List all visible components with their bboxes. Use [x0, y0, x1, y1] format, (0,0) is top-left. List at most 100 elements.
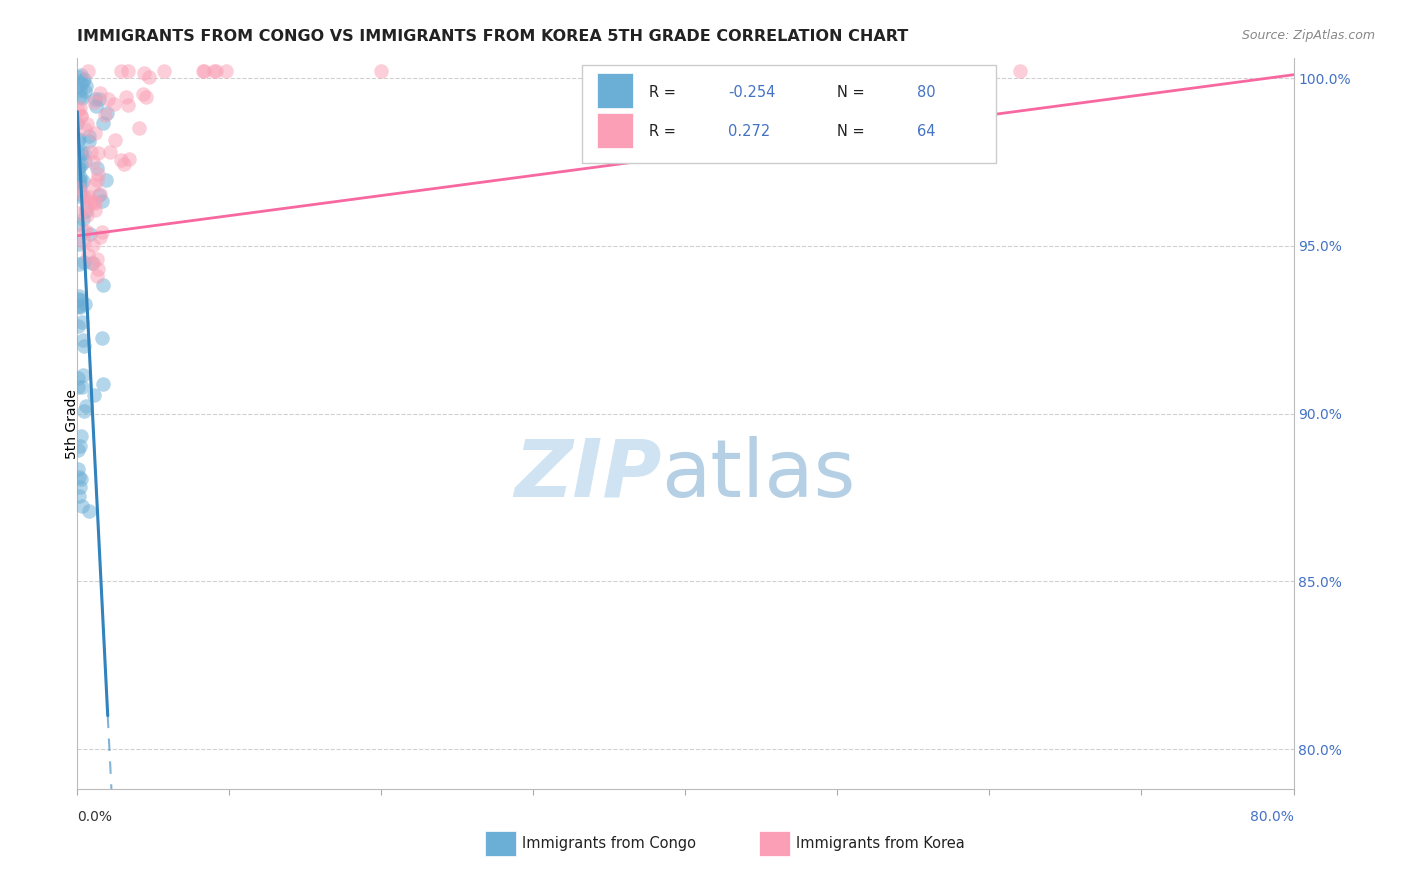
Point — [93, 377, 115, 392]
Point — [93, 277, 115, 292]
Point — [89, 230, 111, 244]
Point — [82, 256, 104, 270]
Text: 80: 80 — [917, 85, 935, 100]
Point — [84, 99, 107, 113]
Point — [83, 178, 105, 192]
Point — [153, 64, 176, 78]
Point — [69, 101, 91, 115]
Point — [370, 64, 392, 78]
Point — [73, 84, 96, 98]
Point — [112, 157, 135, 171]
Point — [73, 339, 96, 353]
Point — [138, 70, 160, 85]
Point — [202, 64, 225, 78]
Point — [73, 235, 96, 250]
Point — [76, 64, 98, 78]
Point — [66, 318, 89, 333]
Point — [66, 380, 89, 394]
Point — [69, 300, 91, 314]
Point — [70, 158, 93, 172]
Point — [73, 255, 96, 269]
Point — [87, 167, 110, 181]
Point — [83, 126, 105, 140]
Point — [191, 64, 214, 78]
Point — [87, 91, 110, 105]
Point — [89, 86, 111, 100]
Point — [67, 79, 90, 94]
Point — [69, 480, 91, 494]
Point — [193, 64, 215, 78]
Point — [94, 108, 117, 122]
Point — [69, 145, 91, 160]
Point — [131, 87, 153, 102]
Point — [75, 400, 97, 414]
Point — [67, 371, 90, 385]
Point — [83, 388, 105, 402]
Point — [90, 331, 112, 345]
Point — [69, 289, 91, 303]
Point — [69, 69, 91, 83]
Point — [72, 174, 94, 188]
Text: -0.254: -0.254 — [728, 85, 775, 100]
Point — [66, 133, 89, 147]
Point — [67, 489, 90, 503]
Point — [80, 145, 103, 159]
Point — [72, 368, 94, 383]
Text: Source: ZipAtlas.com: Source: ZipAtlas.com — [1241, 29, 1375, 42]
Point — [204, 64, 226, 78]
Point — [66, 161, 89, 175]
Point — [69, 183, 91, 197]
Point — [96, 173, 118, 187]
Point — [1008, 64, 1031, 78]
Point — [83, 196, 105, 211]
Point — [69, 257, 91, 271]
Point — [67, 469, 90, 483]
Point — [82, 238, 104, 252]
Point — [79, 134, 101, 148]
Point — [70, 499, 93, 513]
Point — [215, 64, 238, 78]
Point — [67, 180, 90, 194]
Point — [83, 202, 105, 217]
Point — [91, 225, 114, 239]
Point — [87, 261, 110, 276]
Bar — [596, 112, 633, 148]
Point — [110, 64, 132, 78]
Point — [69, 170, 91, 185]
Point — [67, 218, 90, 232]
Point — [72, 186, 94, 201]
Point — [73, 72, 96, 87]
Point — [67, 237, 90, 252]
Point — [69, 179, 91, 194]
Point — [89, 188, 111, 202]
Point — [86, 269, 108, 284]
Point — [67, 299, 90, 313]
Point — [128, 120, 150, 135]
Point — [67, 299, 90, 313]
Point — [67, 461, 90, 475]
Point — [69, 429, 91, 443]
Point — [72, 211, 94, 226]
Point — [70, 380, 93, 394]
Point — [117, 97, 139, 112]
Point — [75, 204, 97, 219]
Point — [70, 147, 93, 161]
Text: 0.272: 0.272 — [728, 124, 770, 139]
Point — [75, 122, 97, 136]
Point — [104, 134, 127, 148]
Text: ZIP: ZIP — [513, 436, 661, 514]
Point — [75, 78, 97, 93]
Point — [70, 109, 93, 123]
Point — [75, 154, 97, 169]
Point — [73, 404, 96, 418]
Point — [83, 95, 105, 109]
Point — [70, 78, 93, 92]
Point — [69, 206, 91, 220]
FancyBboxPatch shape — [582, 64, 995, 163]
Point — [67, 103, 90, 117]
Point — [91, 194, 114, 209]
Point — [89, 186, 111, 201]
Point — [76, 248, 98, 262]
Point — [75, 224, 97, 238]
Text: 64: 64 — [917, 124, 935, 139]
